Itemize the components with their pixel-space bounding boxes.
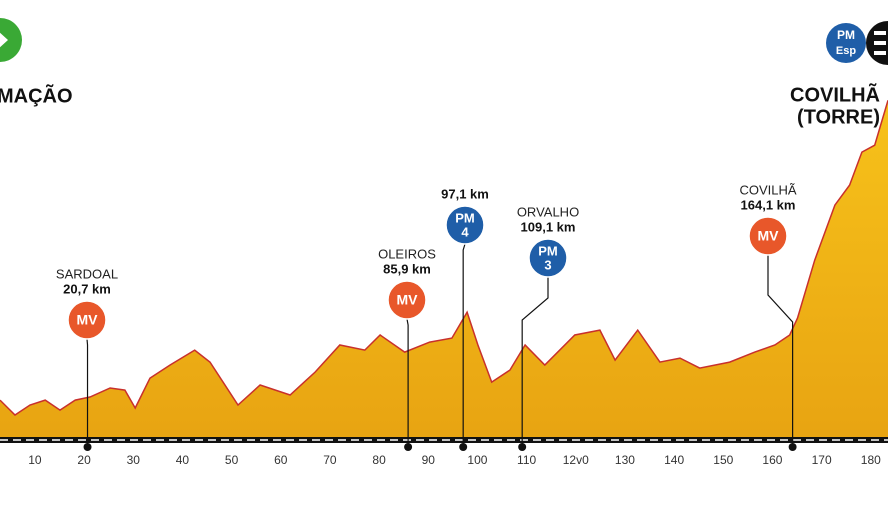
place-label: OLEIROS (378, 246, 436, 261)
x-tick-label: 90 (422, 453, 436, 467)
start-icon (0, 18, 22, 62)
place-label: COVILHÃ (739, 182, 796, 197)
profile-line (0, 100, 888, 416)
badge-text: PM (538, 243, 558, 258)
finish-icons (826, 21, 888, 65)
badge-text: MV (397, 292, 419, 308)
x-tick-label: 20 (77, 453, 91, 467)
x-tick-label: 40 (176, 453, 190, 467)
km-label: 109,1 km (521, 219, 576, 234)
badge-circle (748, 216, 788, 256)
x-tick-label: 50 (225, 453, 239, 467)
x-tick-label: 12v0 (563, 453, 589, 467)
badge-text: PM (455, 210, 475, 225)
start-label: MAÇÃO (0, 84, 73, 107)
finish-label: COVILHÃ (790, 83, 880, 106)
x-tick-label: 160 (762, 453, 782, 467)
x-tick-label: 100 (467, 453, 487, 467)
km-dot (83, 443, 92, 451)
leader-line (521, 277, 549, 445)
x-tick-label: 130 (615, 453, 635, 467)
badge-text: MV (77, 312, 99, 328)
badge-text: 3 (544, 257, 551, 272)
x-tick-label: 150 (713, 453, 733, 467)
badge-circle (67, 300, 107, 340)
x-tick-label: 180 (861, 453, 881, 467)
x-tick-label: 170 (812, 453, 832, 467)
badge-circle (528, 238, 568, 278)
x-tick-label: 140 (664, 453, 684, 467)
km-label: 20,7 km (63, 281, 111, 296)
badge-circle (387, 280, 427, 320)
finish-label: (TORRE) (797, 106, 880, 128)
km-dot (518, 443, 527, 451)
x-tick-label: 70 (323, 453, 337, 467)
leader-line (767, 255, 794, 445)
badge-text: 4 (461, 224, 469, 239)
x-tick-label: 60 (274, 453, 288, 467)
km-dot (404, 443, 413, 451)
leader-line (462, 243, 466, 445)
finish-badge-bottom: Esp (836, 45, 856, 57)
place-label: ORVALHO (517, 204, 579, 219)
area-fill (0, 100, 888, 438)
leader-line (86, 338, 89, 445)
leader-line (406, 318, 409, 445)
km-label: 85,9 km (383, 261, 431, 276)
km-dot (788, 443, 797, 451)
km-label: 164,1 km (741, 197, 796, 212)
badge-text: MV (758, 228, 780, 244)
place-label: SARDOAL (56, 266, 118, 281)
finish-badge-top: PM (837, 28, 855, 42)
km-dot (459, 443, 468, 451)
x-tick-label: 30 (127, 453, 141, 467)
x-tick-label: 110 (517, 453, 536, 467)
km-label: 97,1 km (441, 186, 489, 201)
badge-circle (445, 205, 485, 245)
x-tick-label: 10 (28, 453, 42, 467)
x-tick-label: 80 (372, 453, 386, 467)
